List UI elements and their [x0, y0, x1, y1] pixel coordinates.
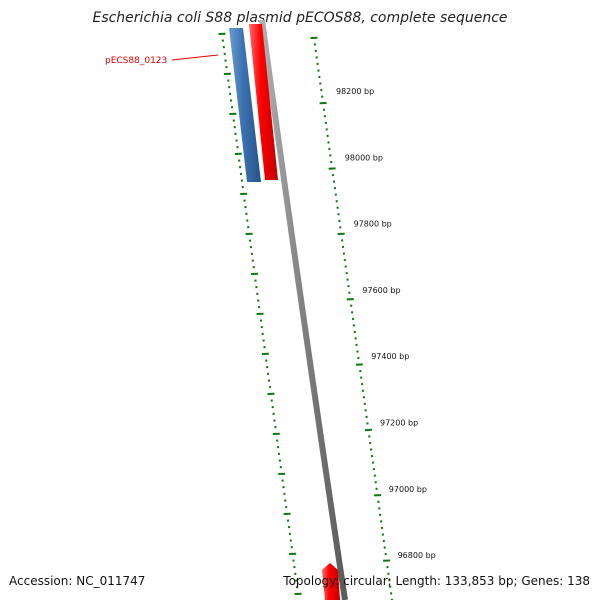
accession-text: Accession: NC_011747: [9, 574, 146, 588]
ruler-label: 97600 bp: [362, 286, 400, 295]
gene-forward-strand[interactable]: [249, 24, 278, 180]
ruler-label: 97200 bp: [380, 419, 418, 428]
gene-label[interactable]: pECS88_0123: [105, 56, 167, 66]
ruler-label: 96800 bp: [398, 551, 436, 560]
topology-text: Topology: circular; Length: 133,853 bp; …: [283, 574, 590, 588]
map-title: Escherichia coli S88 plasmid pECOS88, co…: [92, 10, 508, 26]
ruler-label: 97400 bp: [371, 352, 409, 361]
backbone-ring: [259, 19, 348, 600]
ruler-labels: 98200 bp 98000 bp 97800 bp 97600 bp 97400 bp…: [336, 87, 436, 560]
ruler-label: 97800 bp: [354, 220, 392, 229]
ruler-tick-track: [310, 36, 394, 600]
ruler-label: 98200 bp: [336, 87, 374, 96]
inner-tick-track: [218, 32, 302, 595]
ruler-label: 98000 bp: [345, 153, 383, 162]
gene-label-leader: [171, 54, 219, 61]
gene-reverse-strand[interactable]: [229, 28, 261, 182]
ruler-label: 97000 bp: [389, 485, 427, 494]
gene-forward-strand-lower[interactable]: [322, 563, 340, 600]
